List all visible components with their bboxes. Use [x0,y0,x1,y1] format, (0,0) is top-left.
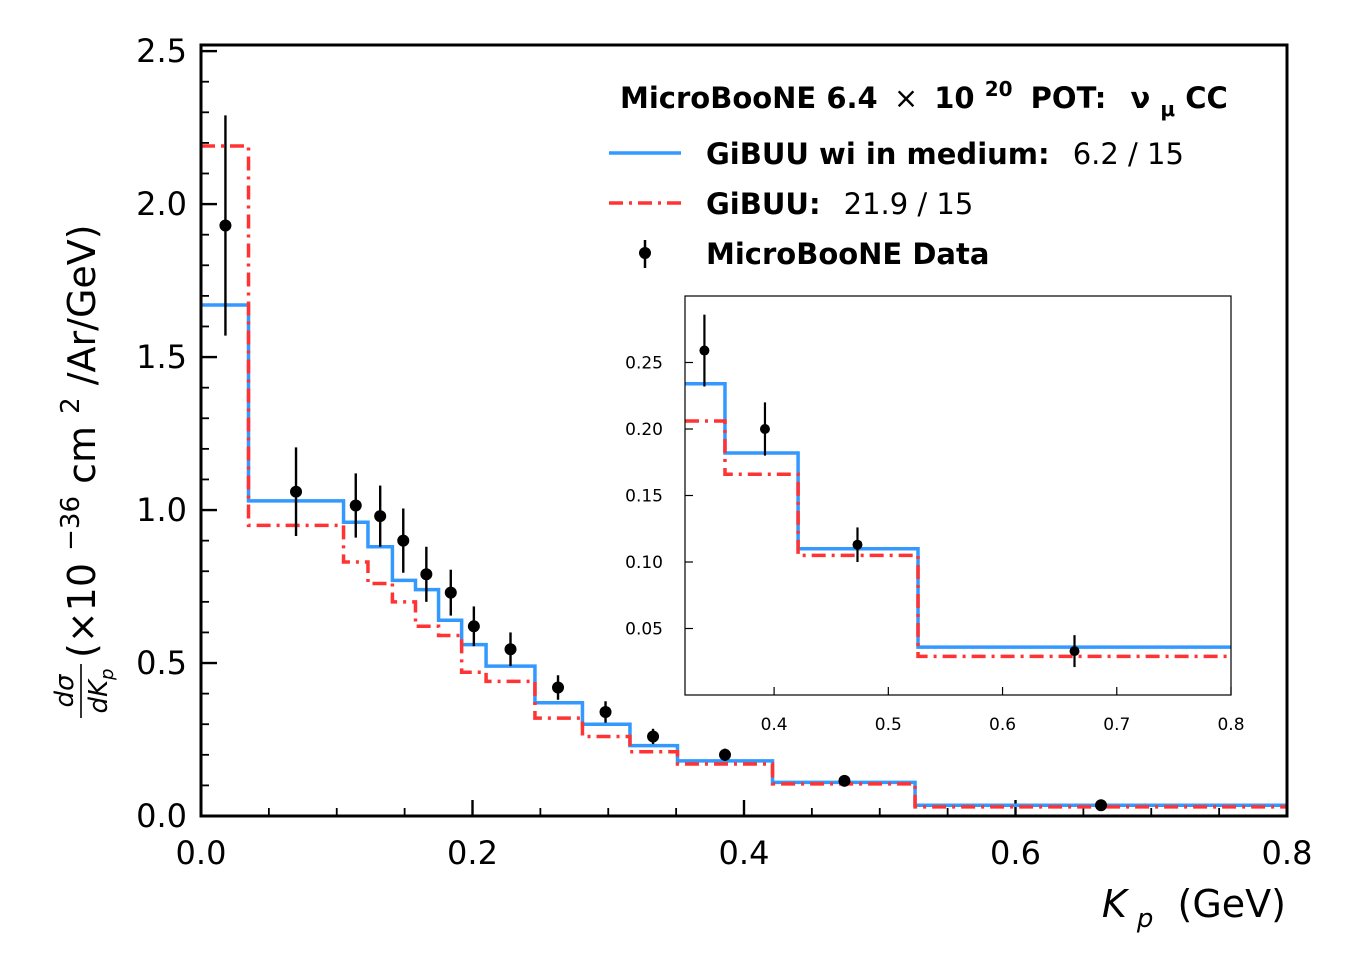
inset-background [685,296,1231,695]
main-y-tick-label: 2.5 [136,32,187,70]
main-data-point [552,681,565,694]
legend-entry-gibuu-in-medium: GiBUU wi in medium: 6.2 / 15 [706,137,1184,171]
main-y-tick-label: 0.5 [136,644,187,682]
main-y-tick-label: 1.5 [136,338,187,376]
main-data-point [397,534,410,547]
inset-data-point [699,345,710,356]
inset-frame [684,295,1232,696]
main-gibuu-step-line [201,144,1287,809]
y-axis-unit: (×10 −36 cm 2 /Ar/GeV) [44,224,104,658]
main-data-point [420,568,433,581]
inset-y-tick-label: 0.20 [625,420,663,440]
y-axis-fraction-denominator: dKp [84,669,118,714]
main-x-tick-label: 0.8 [1262,834,1313,872]
main-y-tick-label: 1.0 [136,491,187,529]
inset-data-point [1069,646,1080,657]
inset-x-tick-label: 0.5 [875,715,902,735]
inset-x-tick-label: 0.4 [761,715,788,735]
main-data-point [349,499,362,512]
y-axis-title: dσ dKp (×10 −36 cm 2 /Ar/GeV) [44,224,118,718]
main-x-tick-label: 0.4 [719,834,770,872]
main-series-layer [201,115,1287,812]
legend: MicroBooNE 6.4 × 10 20 POT: ν μ CC GiBUU… [609,69,1228,271]
inset-y-tick-label: 0.05 [625,620,663,640]
main-data-point [444,586,457,599]
y-axis-fraction-numerator: dσ [50,673,80,708]
legend-entry-data: MicroBooNE Data [706,237,989,271]
x-axis-title: K p (GeV) [1102,882,1286,936]
inset-data-point [759,424,770,434]
inset-x-tick-label: 0.8 [1217,715,1244,735]
inset-series-layer [685,314,1231,668]
inset-y-tick-label: 0.10 [625,553,663,573]
main-data-point [374,510,387,523]
inset-y-tick-label: 0.15 [625,487,663,507]
main-x-tick-label: 0.2 [447,834,498,872]
main-data-point [290,485,303,498]
main-x-tick-label: 0.0 [176,834,227,872]
main-data-point [467,620,480,633]
main-data-point [647,730,660,743]
main-tick-labels: 0.0 0.2 0.4 0.6 0.8 0.0 0.5 1.0 1.5 2.0 2.5 [136,32,1312,872]
main-y-tick-label: 0.0 [136,797,187,835]
main-data-point [1095,799,1108,812]
main-y-tick-label: 2.0 [136,185,187,223]
legend-entry-gibuu: GiBUU: 21.9 / 15 [706,187,973,221]
main-axis-ticks [199,49,1289,818]
inset-y-tick-label: 0.25 [625,354,663,374]
main-data-point [838,774,851,787]
main-x-tick-label: 0.6 [990,834,1041,872]
inset-x-tick-label: 0.6 [989,715,1016,735]
main-data-point [504,643,517,656]
inset-gibuu-step-line [685,419,1231,659]
main-plot-frame [199,43,1289,818]
inset-x-tick-label: 0.7 [1103,715,1130,735]
inset-plot: 0.4 0.5 0.6 0.7 0.8 0.05 0.10 0.15 0.20 0.25 [625,295,1245,736]
legend-title: MicroBooNE 6.4 × 10 20 POT: ν μ CC [620,69,1228,123]
inset-data-point [852,539,863,550]
main-data-point [718,748,731,761]
inset-tick-labels: 0.4 0.5 0.6 0.7 0.8 0.05 0.10 0.15 0.20 0.25 [625,354,1244,736]
main-data-point [599,705,612,718]
legend-swatch-data-marker [639,247,651,259]
main-data-point [219,219,232,232]
